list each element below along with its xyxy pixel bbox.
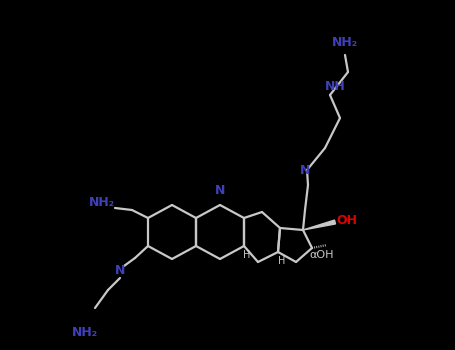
Text: H: H [243,250,251,260]
Text: αOH: αOH [310,250,334,260]
Text: NH₂: NH₂ [72,327,98,340]
Text: NH₂: NH₂ [89,196,115,209]
Polygon shape [303,220,335,230]
Text: N: N [300,163,310,176]
Text: NH: NH [324,80,345,93]
Text: N: N [215,184,225,197]
Text: NH₂: NH₂ [332,35,358,49]
Text: H: H [278,256,286,266]
Text: OH: OH [337,214,358,226]
Text: N: N [115,264,125,276]
